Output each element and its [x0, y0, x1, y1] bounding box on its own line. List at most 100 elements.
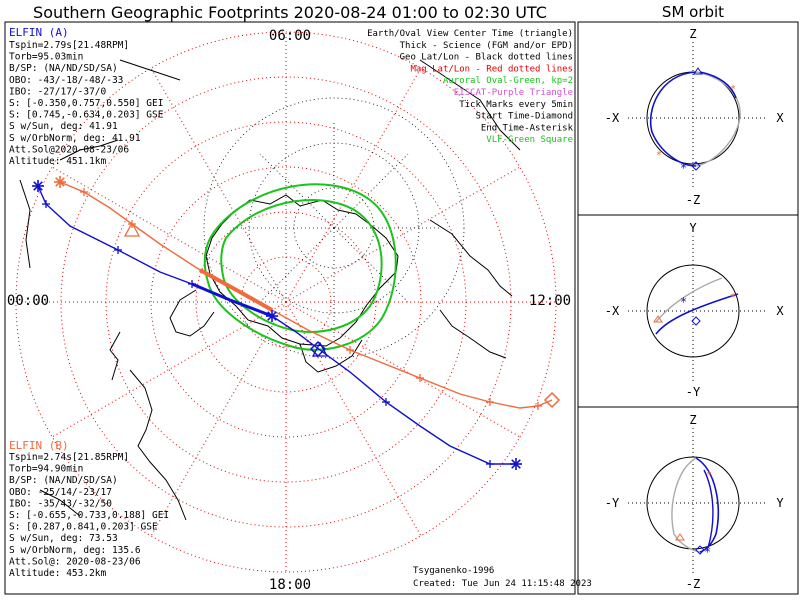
sm-panel-2: Y -Y -X X * *	[605, 221, 785, 399]
elfin-a-orbit	[695, 457, 719, 553]
elfin-b-orbit-back	[695, 71, 741, 167]
elfin-b-view-triangle	[123, 221, 141, 237]
elfin-a-track	[37, 185, 516, 465]
orbit-title: SM orbit	[662, 3, 724, 21]
elfin-a-asterisk-2	[510, 458, 522, 470]
elfin-a-marker: *	[680, 295, 687, 309]
elfin-b-end-asterisk	[54, 176, 66, 188]
elfin-b-line: S w/OrbNorm, deg: 135.6	[9, 545, 141, 556]
sm-label-right: X	[776, 111, 784, 125]
legend-entry: Earth/Oval View Center Time (triangle)	[367, 29, 573, 39]
legend-entry: Mag Lat/Lon - Red dotted lines	[410, 64, 573, 74]
earth-circle	[646, 456, 740, 550]
elfin-b-marker: *	[656, 150, 662, 161]
elfin-a-marker: *	[704, 545, 711, 559]
legend-entry: EISCAT-Purple Triangle	[454, 88, 573, 98]
sm-orbit-frame	[577, 21, 799, 595]
elfin-a-line: Tspin=2.79s[21.48RPM]	[9, 40, 129, 51]
elfin-b-line: Tspin=2.74s[21.85RPM]	[9, 452, 129, 463]
elfin-b-line: S: [0.287,0.841,0.203] GSE	[9, 522, 158, 533]
elfin-a-orbit	[650, 71, 697, 167]
elfin-a-line: Torb=95.03min	[9, 52, 83, 63]
elfin-a-orbit-upper	[699, 71, 737, 99]
sm-label-bottom: -Y	[686, 385, 701, 399]
sm-panel-3: Z -Z -Y Y * *	[605, 413, 785, 591]
legend-entry: Thick - Science (FGM and/or EPD)	[400, 41, 573, 51]
auroral-oval	[203, 183, 397, 351]
legend-entry: Geo Lat/Lon - Black dotted lines	[400, 53, 573, 63]
legend-entry: Start Time-Diamond	[475, 112, 573, 122]
elfin-b-line: S w/Sun, deg: 73.53	[9, 533, 118, 544]
elfin-a-line: IBO: -27/17/-37/0	[9, 86, 107, 97]
elfin-b-triangle	[653, 315, 663, 323]
elfin-a-marker: *	[680, 161, 687, 175]
elfin-a-line: S: [0.745,-0.634,0.203] GSE	[9, 110, 164, 121]
sm-label-left: -X	[605, 304, 620, 318]
elfin-a-line: S w/OrbNorm, deg: 41.91	[9, 133, 141, 144]
elfin-b-line: Torb=94.90min	[9, 464, 83, 475]
elfin-a-line: S: [-0.350,0.757,0.550] GEI	[9, 98, 163, 109]
polar-map	[15, 31, 561, 573]
elfin-b-line: OBO: -25/14/-23/17	[9, 487, 112, 498]
sm-orbit-panels: Z -Z -X X * * * Y -Y -X X * * Z -Z -Y Y * *	[605, 27, 785, 591]
elfin-b-marker: *	[730, 292, 736, 303]
elfin-b-start-diamond	[543, 391, 561, 409]
elfin-a-diamond	[691, 161, 701, 171]
sm-label-right: Y	[776, 496, 784, 510]
coastlines	[19, 59, 521, 521]
elfin-a-line: B/SP: (NA/ND/SD/SA)	[9, 63, 118, 74]
elfin-b-line: B/SP: (NA/ND/SD/SA)	[9, 475, 118, 486]
legend-entry: End Time-Asterisk	[481, 123, 574, 133]
elfin-b-science-segment	[199, 268, 273, 312]
elfin-a-info: ELFIN (A) Tspin=2.79s[21.48RPM]Torb=95.0…	[9, 26, 164, 167]
legend-entry: Tick Marks every 5min	[459, 100, 573, 110]
elfin-b-track	[59, 181, 553, 409]
elfin-b-orbit	[671, 457, 701, 553]
figure-title: Southern Geographic Footprints 2020-08-2…	[33, 3, 547, 22]
elfin-b-info: ELFIN (B) Tspin=2.74s[21.85RPM]Torb=94.9…	[9, 439, 169, 579]
clock-label-top: 06:00	[269, 28, 311, 44]
sm-label-right: X	[776, 304, 784, 318]
sm-label-bottom: -Z	[686, 577, 700, 591]
sm-label-left: -Y	[605, 496, 620, 510]
elfin-b-line: Altitude: 453.2km	[9, 568, 107, 579]
sm-label-left: -X	[605, 111, 620, 125]
elfin-b-line: S: [-0.655,-0.733,0.188] GEI	[9, 510, 169, 521]
elfin-a-center-asterisk	[266, 310, 278, 322]
elfin-a-science-segment	[191, 282, 273, 318]
elfin-a-line: Att.Sol@2020-08-23/06	[9, 144, 129, 155]
clock-label-bottom: 18:00	[269, 577, 311, 593]
created-label: Created: Tue Jun 24 11:15:48 2023	[413, 579, 592, 589]
elfin-b-marker: *	[706, 470, 712, 481]
clock-label-right: 12:00	[529, 293, 571, 309]
sm-label-top: Z	[689, 27, 696, 41]
sm-panel-1: Z -Z -X X * * *	[605, 27, 785, 207]
elfin-a-triangle	[693, 67, 703, 75]
mag-latlon-grid	[15, 31, 557, 573]
elfin-b-title: ELFIN (B)	[9, 439, 69, 452]
polar-map-frame	[4, 21, 576, 595]
elfin-a-diamond	[695, 545, 705, 555]
earth-circle	[646, 264, 740, 358]
elfin-b-line: IBO: -35/43/-32/50	[9, 498, 112, 509]
elfin-b-marker: *	[730, 84, 736, 95]
legend-entry: Auroral Oval-Green, kp=2	[443, 76, 573, 86]
orbit-tracks	[32, 176, 561, 470]
elfin-a-line: S w/Sun, deg: 41.91	[9, 121, 118, 132]
clock-label-left: 00:00	[7, 293, 49, 309]
legend: Earth/Oval View Center Time (triangle) Th…	[367, 29, 573, 145]
elfin-a-orbit-front	[703, 469, 714, 549]
elfin-a-diamond	[691, 316, 701, 326]
elfin-b-line: Att.Sol@: 2020-08-23/06	[9, 556, 141, 567]
sm-label-top: Y	[689, 221, 697, 235]
elfin-a-end-asterisk	[32, 180, 44, 192]
elfin-a-line: OBO: -43/-18/-48/-33	[9, 75, 123, 86]
elfin-a-title: ELFIN (A)	[9, 26, 69, 39]
sm-label-bottom: -Z	[686, 193, 700, 207]
elfin-a-orbit	[655, 293, 739, 335]
elfin-b-triangle	[675, 533, 685, 541]
elfin-a-view-triangle	[311, 341, 329, 357]
model-label: Tsyganenko-1996	[413, 566, 494, 576]
sm-label-top: Z	[689, 413, 696, 427]
